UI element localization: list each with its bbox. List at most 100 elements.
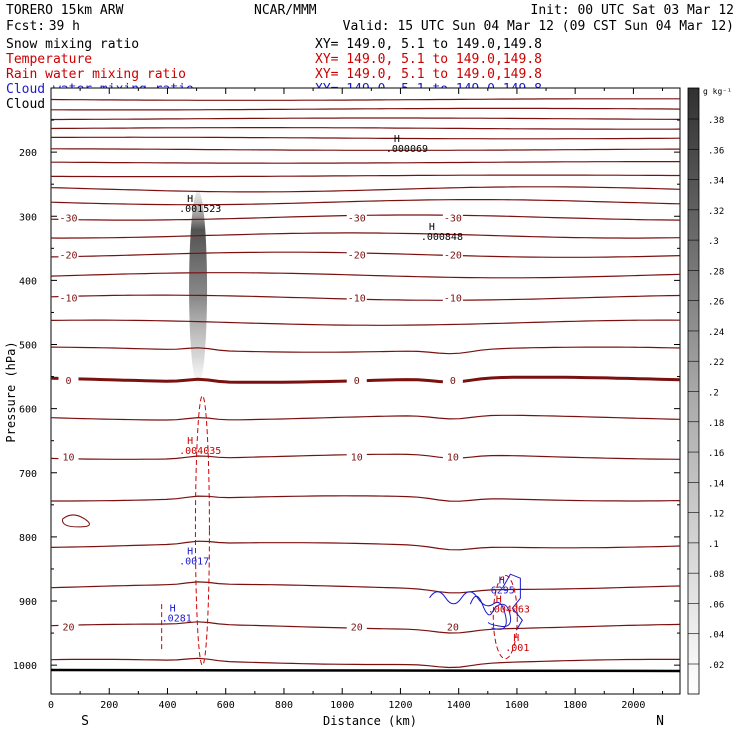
cloud-water-contour (501, 573, 523, 631)
maximum-value: .004063 (488, 605, 530, 616)
colorbar-gradient (687, 87, 700, 695)
x-tick-label: 1000 (330, 700, 354, 711)
maximum-marker: H (170, 604, 176, 615)
isotherm-label-bg (442, 450, 463, 462)
colorbar-tick-label: .02 (708, 661, 724, 671)
isotherm-label-bg (442, 373, 463, 385)
isotherm (50, 98, 680, 101)
snow-mixing-ratio-shading (189, 190, 208, 387)
x-tick-label: 1200 (388, 700, 412, 711)
colorbar-tick-label: .38 (708, 116, 724, 126)
isotherm (51, 107, 681, 111)
isotherm (50, 540, 681, 551)
y-tick-label: 900 (19, 597, 37, 608)
y-tick-label: 500 (19, 341, 37, 352)
isotherm-label-bg (58, 620, 79, 632)
colorbar-tick-label: .06 (708, 600, 724, 610)
isotherm-label: 20 (62, 623, 74, 634)
isotherm-label: 20 (447, 623, 459, 634)
isotherm-label-bg (442, 620, 463, 632)
x-tick-label: 400 (158, 700, 176, 711)
field-name: Snow mixing ratio (6, 37, 139, 52)
y-tick-label: 700 (19, 469, 37, 480)
isotherm (50, 272, 681, 279)
isotherm (50, 127, 681, 130)
x-tick-label: 2000 (621, 700, 645, 711)
isotherm (51, 174, 680, 178)
maximum-value: .0017 (179, 556, 209, 567)
rain-contour (492, 574, 518, 660)
colorbar-tick-label: .2 (708, 389, 719, 399)
x-tick-label: 1800 (563, 700, 587, 711)
field-coordinates: XY= 149.0, 5.1 to 149.0,149.8 (315, 37, 542, 52)
isotherm-label: 0 (354, 376, 360, 387)
isotherm-label-bg (58, 211, 79, 223)
colorbar-unit: g kg⁻¹ (703, 87, 732, 96)
colorbar-tick-label: .08 (708, 570, 724, 580)
model-title: TORERO 15km ARW (6, 3, 124, 18)
isotherm (51, 136, 681, 140)
maximum-value: .001 (505, 643, 529, 654)
x-tick-label: 1600 (505, 700, 529, 711)
colorbar-tick-label: .36 (708, 146, 724, 156)
isotherm-label-bg (58, 450, 79, 462)
temperature-isotherms: -30 -30 -30 -20 -20 -20 -10 -10 -10 0 0 0 10 10 10 20 20… (50, 98, 681, 669)
maximum-value: .0281 (162, 614, 192, 625)
isotherm-label: -10 (444, 294, 462, 305)
forecast-label: Fcst: (6, 19, 45, 34)
maximum-marker: H (513, 633, 519, 644)
snow-column (189, 190, 208, 387)
isotherm (51, 148, 680, 151)
isotherm (50, 414, 681, 421)
isotherm-label: 10 (351, 453, 363, 464)
isotherm-label-bg (346, 211, 367, 223)
south-end-label: S (81, 714, 89, 729)
isotherm-label: 10 (62, 453, 74, 464)
isotherm-label: 10 (447, 453, 459, 464)
isotherm-label-bg (58, 373, 79, 385)
y-tick-label: 1000 (13, 661, 37, 672)
isotherm-label: 0 (65, 376, 71, 387)
isotherm (50, 319, 681, 326)
y-tick-label: 600 (19, 405, 37, 416)
forecast-hours: 39 h (49, 19, 80, 34)
mixing-ratio-contours (61, 395, 523, 666)
colorbar-tick-label: .12 (708, 510, 724, 520)
isotherm-label-bg (442, 291, 463, 303)
isotherm-label: -10 (59, 294, 77, 305)
maxima-labels: H.000069H.001523H.000848H.004035H.0017H.… (162, 134, 530, 654)
axes: 0 200 400 600 800 1000 1200 1400 1600 1800 2000200… (13, 88, 680, 711)
x-tick-label: 1400 (447, 700, 471, 711)
isotherm (51, 495, 681, 502)
isotherm (50, 657, 680, 669)
colorbar-tick-label: .26 (708, 298, 724, 308)
maximum-value: 6295 (491, 585, 515, 596)
isotherm-label: -30 (348, 214, 366, 225)
valid-time: Valid: 15 UTC Sun 04 Mar 12 (09 CST Sun … (343, 19, 734, 34)
maximum-marker: H (187, 436, 193, 447)
isotherm (51, 161, 680, 164)
isotherm-closed-contour (61, 514, 90, 528)
colorbar-tick-label: .22 (708, 358, 724, 368)
isotherm-label: -30 (59, 214, 77, 225)
isotherm-label: -10 (348, 294, 366, 305)
colorbar-tick-label: .34 (708, 177, 724, 187)
plot-area: -30 -30 -30 -20 -20 -20 -10 -10 -10 0 0 0 10 10 10 20 20… (13, 87, 681, 711)
field-coordinates: XY= 149.0, 5.1 to 149.0,149.8 (315, 52, 542, 67)
isotherm (50, 346, 681, 355)
maximum-marker: H (499, 575, 505, 586)
isotherm-label-bg (346, 291, 367, 303)
colorbar-tick-label: .1 (708, 540, 719, 550)
colorbar-tick-label: .14 (708, 479, 724, 489)
isotherm-label-bg (346, 450, 367, 462)
isotherm (50, 232, 681, 239)
colorbar-tick-label: .32 (708, 207, 724, 217)
colorbar-tick-label: .28 (708, 267, 724, 277)
maximum-marker: H (187, 194, 193, 205)
colorbar-tick-label: .16 (708, 449, 724, 459)
x-tick-label: 600 (217, 700, 235, 711)
colorbar-tick-label: .24 (708, 328, 724, 338)
init-time: Init: 00 UTC Sat 03 Mar 12 (531, 3, 735, 18)
isotherm (51, 117, 681, 121)
plot-frame (50, 87, 681, 695)
